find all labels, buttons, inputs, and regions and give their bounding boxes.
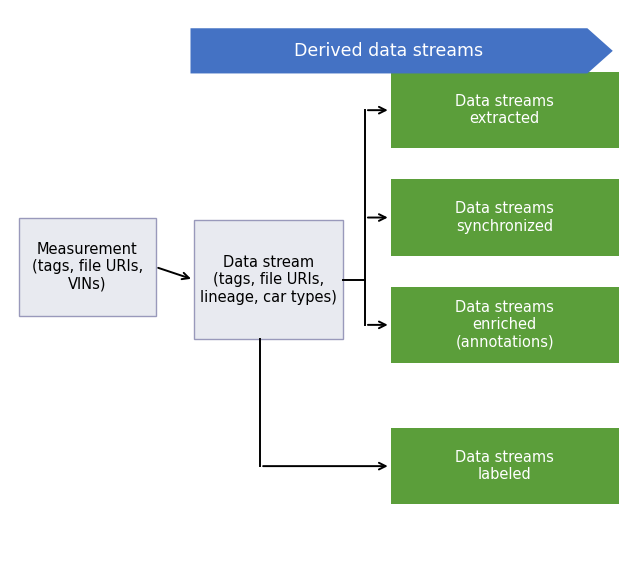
FancyBboxPatch shape [391,428,619,505]
Text: Data streams
extracted: Data streams extracted [455,94,554,127]
FancyBboxPatch shape [391,72,619,148]
FancyBboxPatch shape [19,218,156,316]
FancyBboxPatch shape [391,180,619,255]
Text: Data streams
enriched
(annotations): Data streams enriched (annotations) [455,300,554,350]
FancyBboxPatch shape [391,287,619,363]
Text: Data stream
(tags, file URIs,
lineage, car types): Data stream (tags, file URIs, lineage, c… [200,255,337,305]
Text: Data streams
synchronized: Data streams synchronized [455,201,554,234]
FancyBboxPatch shape [194,220,343,339]
Text: Derived data streams: Derived data streams [295,42,483,60]
Text: Data streams
labeled: Data streams labeled [455,450,554,483]
Polygon shape [190,28,613,73]
Text: Measurement
(tags, file URIs,
VINs): Measurement (tags, file URIs, VINs) [32,242,143,292]
